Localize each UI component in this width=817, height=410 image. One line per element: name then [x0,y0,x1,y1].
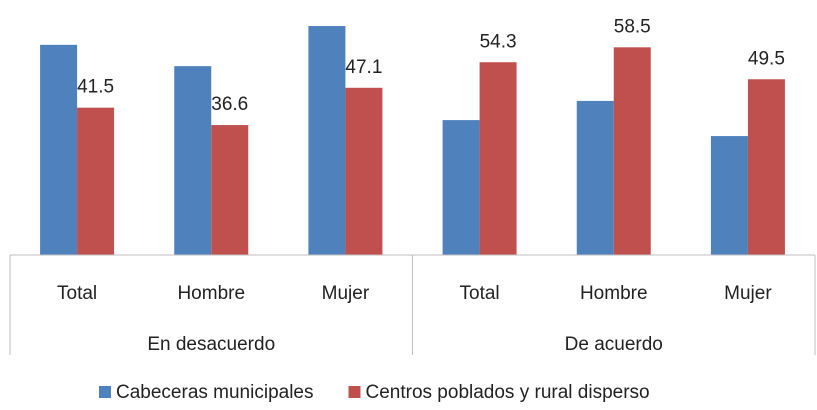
bar [576,100,614,256]
x-tick-label: Total [460,283,500,304]
legend-label: Cabeceras municipales [116,382,314,403]
bar [40,44,78,256]
bar [174,66,212,255]
legend-swatch [348,386,361,398]
data-label: 54.3 [480,31,517,52]
legend-label: Centros poblados y rural disperso [366,382,650,403]
bar [308,26,346,256]
bar [345,87,383,255]
x-tick-label: Hombre [177,283,245,304]
data-label: 47.1 [345,57,382,78]
bar [479,62,517,255]
x-tick-label: Total [57,283,97,304]
data-label: 58.5 [614,16,651,37]
bar [710,136,748,255]
x-tick-label: Mujer [322,283,370,304]
bar [77,107,115,255]
bar [747,79,785,256]
bar [613,47,651,256]
legend-swatch [99,386,111,398]
data-label: 41.5 [77,77,114,98]
x-tick-label: Mujer [724,283,772,304]
group-label: En desacuerdo [147,334,275,355]
data-label: 49.5 [748,48,785,69]
group-label: De acuerdo [565,334,663,355]
x-tick-label: Hombre [580,283,648,304]
bar [211,125,249,255]
data-label: 36.6 [211,94,248,115]
bar [442,120,480,255]
